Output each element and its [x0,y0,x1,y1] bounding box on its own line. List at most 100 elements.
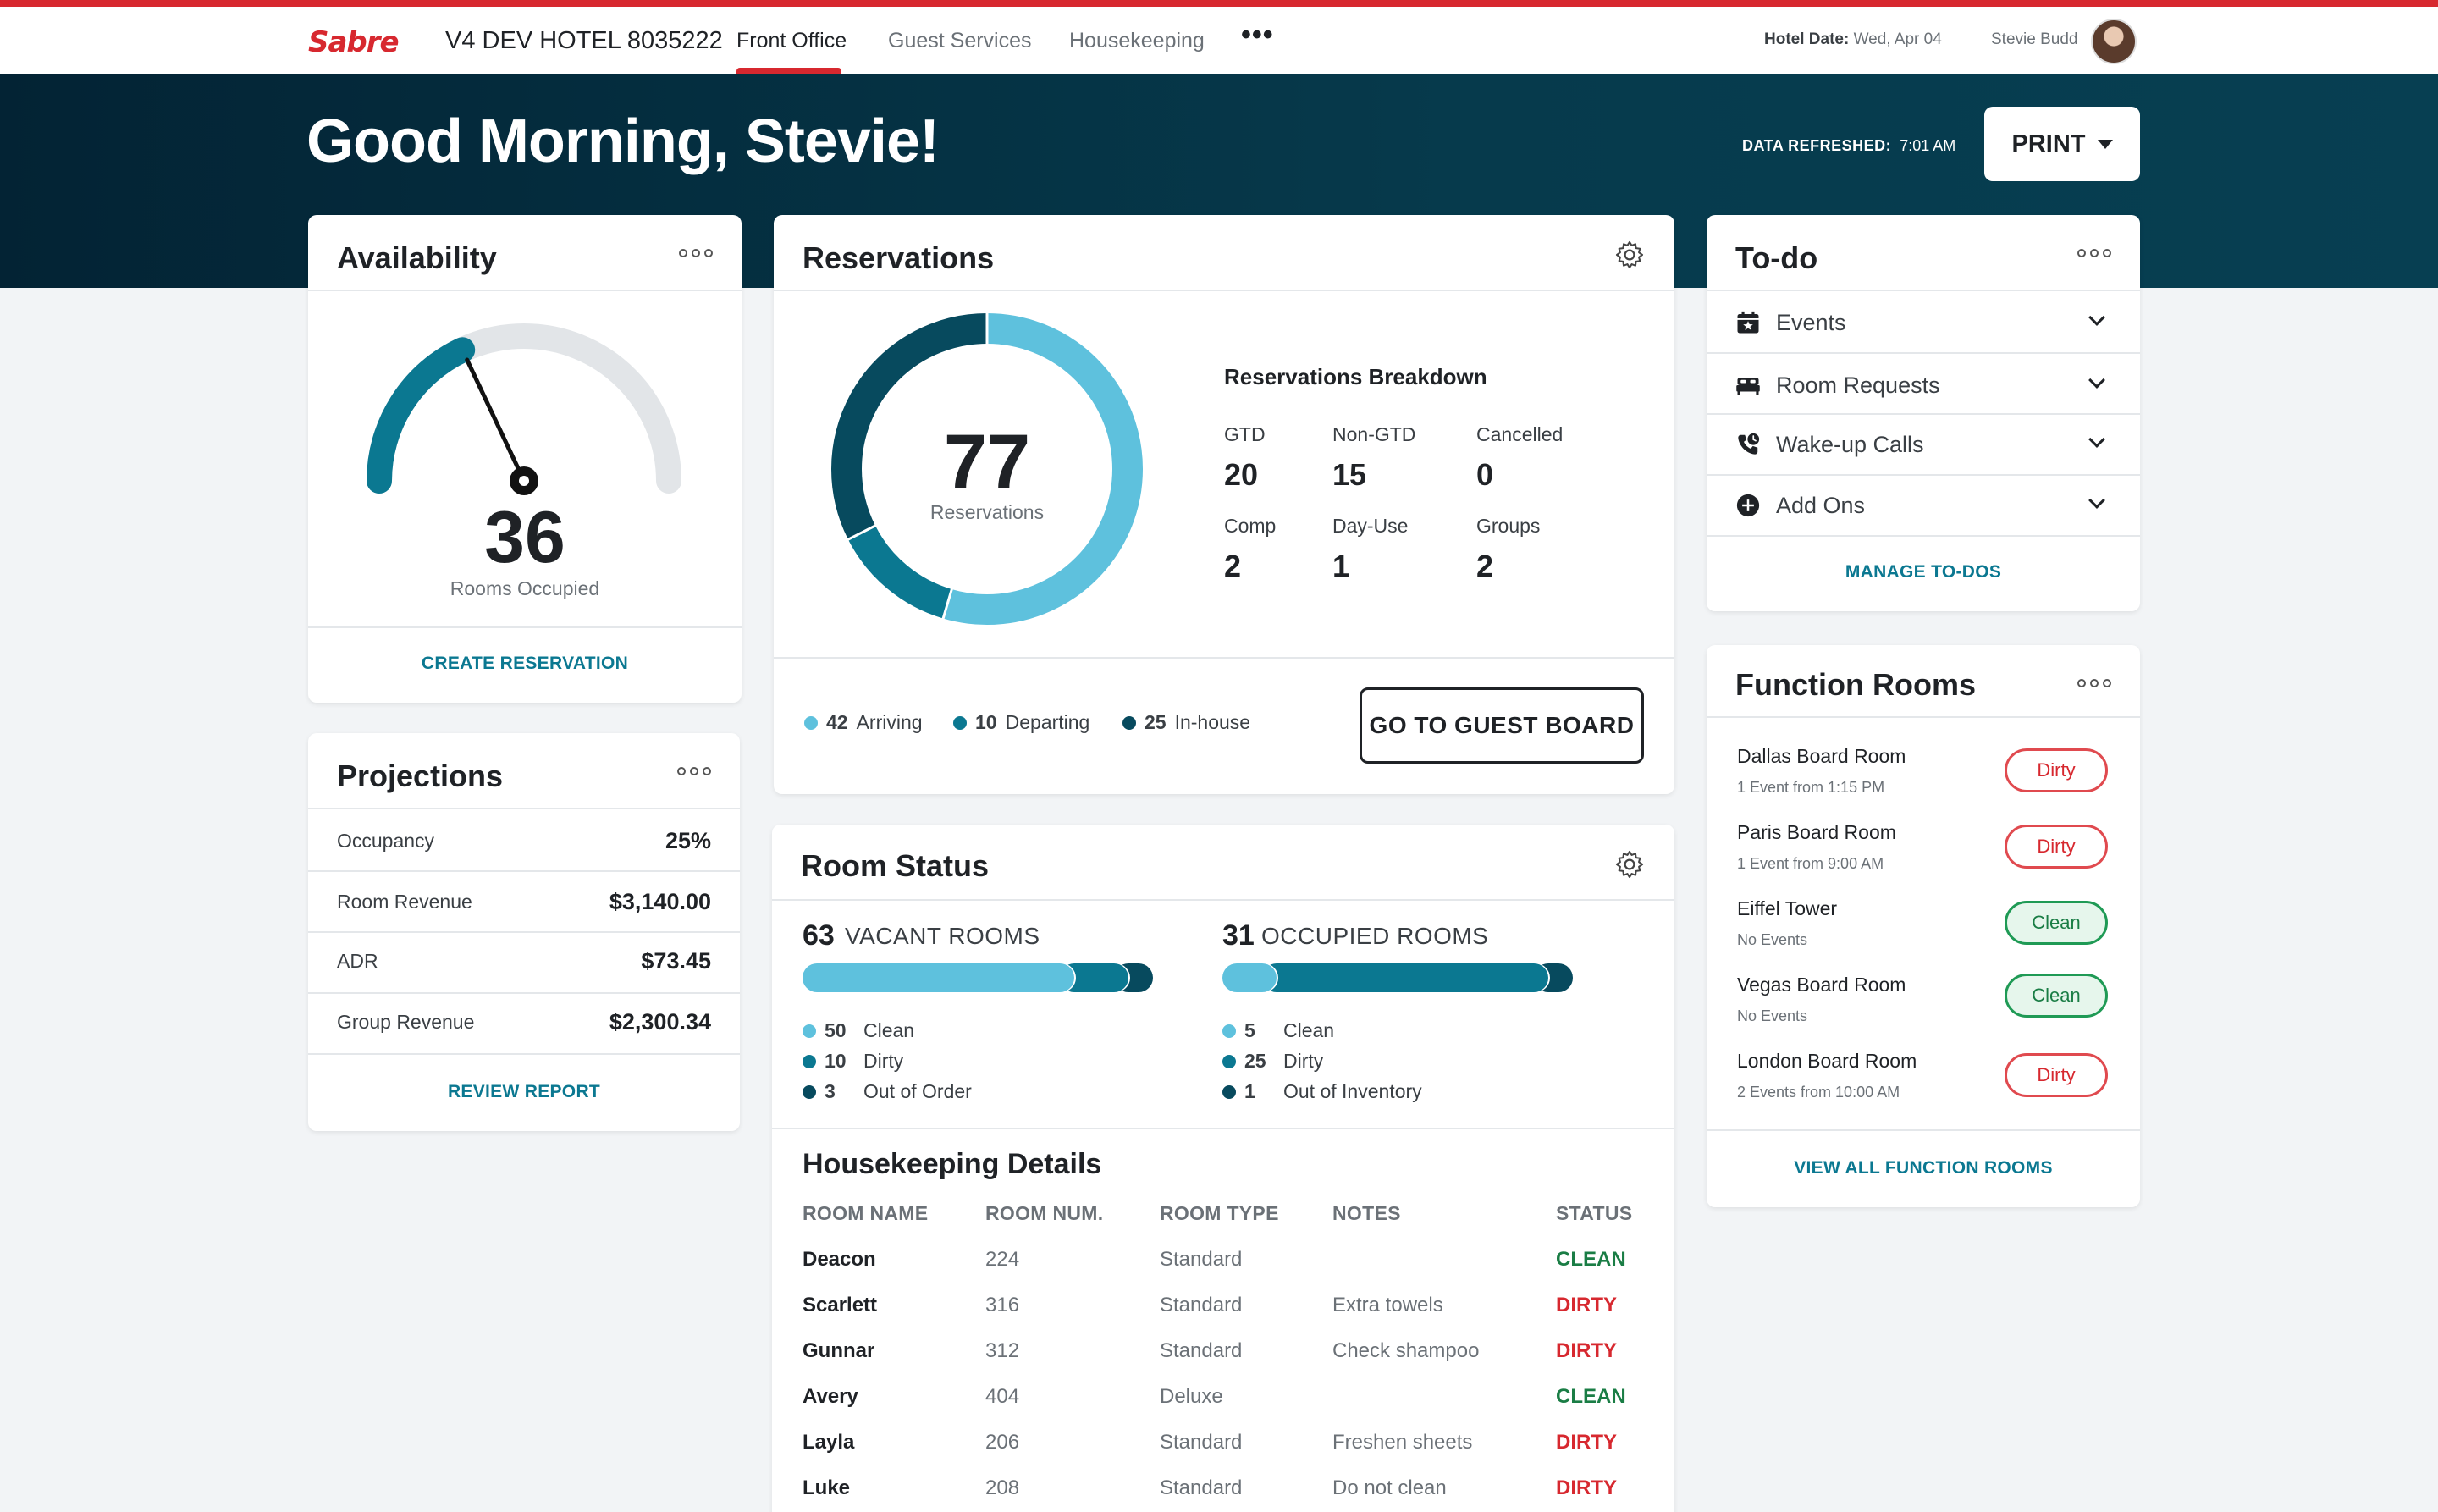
create-reservation-link[interactable]: CREATE RESERVATION [421,654,629,673]
user-name[interactable]: Stevie Budd [1991,30,2078,48]
item-count: 10 [825,1050,847,1072]
status-badge[interactable]: Clean [2005,974,2108,1018]
function-room-name: Dallas Board Room [1737,745,1906,767]
bed-icon [1736,378,1760,395]
chevron-down-icon [2088,372,2105,389]
status-badge[interactable]: Dirty [2005,1053,2108,1097]
room-name: Deacon [803,1248,876,1271]
view-all-function-rooms-link[interactable]: VIEW ALL FUNCTION ROOMS [1794,1158,2053,1178]
breakdown-label-cancelled: Cancelled [1476,423,1564,445]
review-report-link[interactable]: REVIEW REPORT [447,1082,601,1101]
divider [1707,474,2140,476]
divider [774,657,1674,659]
reservations-title: Reservations [803,240,995,275]
tab-housekeeping[interactable]: Housekeeping [1069,29,1205,52]
more-options-icon[interactable] [2077,679,2111,687]
print-label: PRINT [2011,130,2086,157]
projection-value-group-revenue: $2,300.34 [609,1009,711,1035]
divider [1707,535,2140,537]
column-header-room-num[interactable]: ROOM NUM. [985,1202,1104,1224]
more-options-icon[interactable] [2077,249,2111,257]
item-label: Clean [1283,1019,1335,1041]
print-button[interactable]: PRINT [1984,107,2140,181]
breakdown-label-gtd: GTD [1224,423,1266,445]
function-room-events: No Events [1737,931,1808,948]
column-header-status[interactable]: STATUS [1556,1202,1633,1224]
chevron-down-icon [2088,309,2105,326]
tab-front-office[interactable]: Front Office [736,29,847,52]
legend-swatch [803,1024,816,1038]
breakdown-value-non-gtd: 15 [1332,457,1367,492]
hotel-date: Hotel Date: Wed, Apr 04 [1764,30,1942,49]
more-options-icon[interactable] [677,767,711,775]
brand-accent-bar [0,0,2438,7]
legend-count: 25 [1145,711,1167,733]
more-options-icon[interactable] [679,249,713,257]
sabre-logo[interactable]: Sabre [308,25,400,59]
plus-circle-icon [1736,494,1760,517]
legend-swatch [804,715,818,730]
go-to-guest-board-button[interactable]: GO TO GUEST BOARD [1360,687,1644,764]
calendar-star-icon [1737,311,1759,334]
todo-item-wake-up-calls[interactable]: Wake-up Calls [1707,413,2140,474]
todo-item-events[interactable]: Events [1707,291,2140,352]
column-header-room-type[interactable]: ROOM TYPE [1160,1202,1279,1224]
function-rooms-card: Function Rooms Dallas Board Room 1 Event… [1707,645,2140,1207]
chevron-down-icon [2088,431,2105,448]
room-status-title: Room Status [801,848,990,883]
breakdown-value-groups: 2 [1476,549,1494,583]
room-status: DIRTY [1556,1339,1617,1362]
data-refreshed-label: DATA REFRESHED: [1742,137,1892,154]
occupied-bar-segment-clean [1222,963,1277,992]
breakdown-label-groups: Groups [1476,515,1541,537]
column-header-notes[interactable]: NOTES [1332,1202,1401,1224]
todo-title: To-do [1735,240,1818,275]
room-notes: Check shampoo [1332,1339,1480,1362]
room-status: DIRTY [1556,1476,1617,1499]
todo-item-room-requests[interactable]: Room Requests [1707,354,2140,415]
column-header-room-name[interactable]: ROOM NAME [803,1202,929,1224]
projection-label-room-revenue: Room Revenue [337,891,472,913]
occupied-dirty-item: 25 Dirty [1222,1050,1323,1073]
reservations-breakdown-title: Reservations Breakdown [1224,364,1487,389]
availability-gauge [367,323,681,495]
room-status-card: Room Status 63 VACANT ROOMS 50 Clean 10 Di… [772,825,1674,1512]
divider [308,931,740,933]
projection-label-adr: ADR [337,950,378,972]
tab-guest-services[interactable]: Guest Services [888,29,1032,52]
status-badge[interactable]: Dirty [2005,825,2108,869]
room-name: Luke [803,1476,851,1499]
hotel-date-label: Hotel Date: [1764,30,1850,48]
room-status: CLEAN [1556,1385,1626,1408]
function-room-name: Paris Board Room [1737,821,1896,843]
item-count: 50 [825,1019,847,1041]
item-count: 3 [825,1080,836,1102]
manage-todos-link[interactable]: MANAGE TO-DOS [1845,562,2002,582]
legend-departing: 10 Departing [953,711,1089,734]
gear-icon[interactable] [1613,239,1646,271]
chevron-down-icon [2088,492,2105,509]
divider [774,290,1674,291]
legend-in-house: 25 In-house [1122,711,1250,734]
room-type: Standard [1160,1339,1243,1362]
item-label: Out of Order [863,1080,972,1102]
status-badge[interactable]: Clean [2005,901,2108,945]
occupied-clean-item: 5 Clean [1222,1019,1334,1042]
occupied-rooms-label: OCCUPIED ROOMS [1261,923,1489,949]
status-badge[interactable]: Dirty [2005,748,2108,792]
hotel-name[interactable]: V4 DEV HOTEL 8035222 [445,27,723,54]
legend-label: Departing [1005,711,1090,733]
room-num: 206 [985,1431,1020,1454]
occupied-rooms-count: 31 [1222,919,1255,952]
legend-swatch [1122,715,1136,730]
room-status: DIRTY [1556,1294,1617,1316]
divider [1707,290,2140,291]
breakdown-label-non-gtd: Non-GTD [1332,423,1416,445]
room-num: 316 [985,1294,1020,1316]
legend-arriving: 42 Arriving [804,711,923,734]
more-tabs-icon[interactable]: ••• [1241,19,1274,51]
room-num: 312 [985,1339,1020,1362]
gear-icon[interactable] [1613,848,1646,880]
avatar[interactable] [2091,19,2137,64]
todo-item-add-ons[interactable]: Add Ons [1707,474,2140,535]
